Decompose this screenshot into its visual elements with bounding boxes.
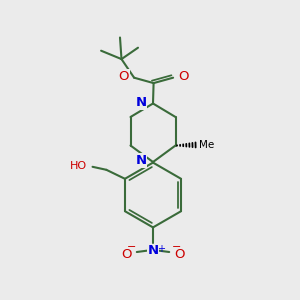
Text: N: N [135, 154, 146, 167]
Text: N: N [147, 244, 159, 257]
Text: O: O [178, 70, 189, 83]
Text: HO: HO [70, 161, 87, 171]
Text: −: − [172, 242, 182, 252]
Text: O: O [118, 70, 129, 83]
Text: O: O [175, 248, 185, 262]
Text: −: − [127, 242, 137, 252]
Text: N: N [135, 96, 146, 110]
Text: Me: Me [199, 140, 214, 150]
Text: +: + [158, 244, 166, 254]
Text: O: O [121, 248, 131, 262]
